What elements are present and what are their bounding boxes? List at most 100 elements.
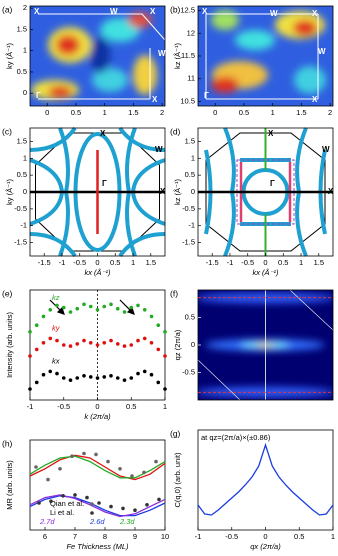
data-point [156,347,161,352]
data-point [129,305,134,310]
data-point [88,375,93,379]
x-tick-label: -0.5 [73,258,86,267]
data-point [142,336,147,341]
y-tick-label: 0 [23,88,27,97]
data-point [34,380,39,385]
point-label: W [158,49,166,58]
data-point [163,330,167,334]
panel-label: (e) [2,288,13,298]
data-point [82,374,86,378]
x-tick-label: 10 [161,532,169,541]
data-point [97,501,101,505]
data-point [55,338,59,343]
data-point [157,497,161,502]
point-label: X [100,129,106,138]
data-point [68,378,73,383]
data-point [129,343,134,347]
panel-label: (a) [2,4,13,14]
point-label: W [155,145,163,154]
y-axis-label: qz (2π/a) [173,329,182,360]
data-point [82,302,86,307]
point-label: W [110,7,118,16]
point-label: X [150,7,156,16]
line-label: 2.6d [89,517,105,526]
x-tick-label: 1.5 [128,108,138,117]
data-point [142,470,146,475]
data-point [75,342,80,346]
data-point [102,375,107,379]
x-tick-label: 8 [103,532,107,541]
data-point [154,459,158,464]
y-tick-label: 0.5 [17,67,27,76]
y-tick-label: 1.5 [17,24,27,33]
data-point [102,341,107,345]
x-tick-label: 0 [263,532,267,541]
panel-label: (g) [170,428,181,438]
x-axis-label: qx (2π/a) [250,542,281,551]
data-point [136,371,140,376]
panel-label: (c) [2,126,12,136]
data-point [61,305,66,310]
data-point [163,387,167,391]
x-tick-label: 1 [131,258,135,267]
line-label: 2.7d [39,517,55,526]
y-axis-label: ky (Å⁻¹) [5,42,14,69]
y-tick-label: 1.5 [17,136,27,145]
data-point [41,372,46,377]
data-point [149,341,154,345]
data-point [55,303,59,308]
data-point [115,306,120,311]
data-point [102,304,107,309]
x-tick-label: 1 [163,402,167,411]
y-tick-label: 10.5 [180,96,195,105]
data-point [37,501,41,505]
fermi-surface-c [29,126,166,258]
y-tick-label: -1 [188,221,195,230]
x-tick-label: 0 [213,108,217,117]
data-point [88,341,93,345]
data-point [58,467,62,471]
data-point [61,494,65,498]
y-tick-label: 2 [23,3,27,12]
data-point [121,506,125,511]
panel-label: (h) [2,438,13,448]
data-point [75,306,80,311]
y-tick-label: 12.5 [180,6,195,15]
data-point [34,347,39,352]
series-label: kz [52,293,60,302]
data-point [95,376,100,380]
point-label: Γ [204,91,209,100]
data-point [82,338,86,343]
y-tick-label: -1.5 [182,238,195,247]
point-label: Γ [270,179,275,188]
line-label: 2.3d [119,517,135,526]
data-point [85,495,89,500]
y-tick-label: 1 [191,153,195,162]
x-tick-label: -1 [27,402,34,411]
heatmap-b [198,6,333,106]
x-axis-label: k (2π/a) [84,412,111,421]
x-tick-label: 0.5 [110,258,120,267]
data-point [82,451,86,456]
panel-label: (b) [170,4,181,14]
x-tick-label: 2 [328,108,332,117]
data-point [142,308,147,312]
x-tick-label: 2 [160,108,164,117]
data-point [129,376,134,380]
x-tick-label: -1 [195,532,202,541]
data-point [115,342,120,346]
data-point [95,308,100,312]
y-tick-label: 0.5 [185,312,195,321]
data-point [48,336,53,341]
plot-frame [29,439,166,531]
data-point [28,387,32,391]
data-point [28,354,32,358]
x-tick-label: -1.5 [38,258,51,267]
legend-label: Li et al. [50,508,74,517]
x-axis-label: Fe Thickness (ML) [66,542,129,551]
fermi-surface-d [198,127,333,257]
x-tick-label: 1 [103,108,107,117]
y-tick-label: 12 [187,28,195,37]
data-point [41,341,46,345]
